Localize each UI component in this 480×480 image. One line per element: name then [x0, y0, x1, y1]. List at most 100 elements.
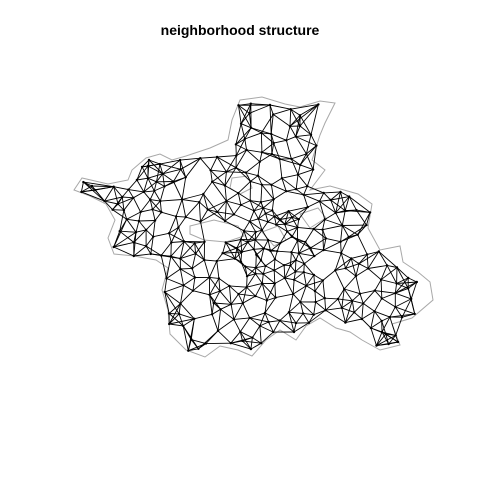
- neighbor-edge: [145, 245, 162, 256]
- neighbor-edge: [133, 241, 147, 247]
- neighbor-edge: [164, 278, 168, 293]
- neighbor-edge: [325, 307, 342, 311]
- neighbor-edge: [297, 240, 300, 254]
- region-centroid: [292, 278, 296, 281]
- neighbor-edge: [408, 277, 417, 283]
- neighbor-edge: [341, 288, 345, 308]
- region-centroid: [184, 215, 187, 219]
- neighbor-edge: [244, 132, 262, 140]
- neighbor-edge: [264, 300, 268, 313]
- neighbor-edge: [362, 303, 375, 312]
- neighbor-edge: [284, 277, 294, 295]
- neighbor-edge: [192, 277, 196, 291]
- region-centroid: [180, 198, 184, 201]
- region-centroid: [344, 321, 347, 324]
- neighbor-edge: [180, 157, 201, 170]
- neighbor-edge: [209, 276, 219, 279]
- neighbor-edge: [303, 192, 324, 196]
- neighbor-edge: [133, 253, 151, 257]
- neighbor-edge: [306, 285, 316, 292]
- region-centroid: [232, 318, 236, 321]
- region-centroid: [261, 282, 264, 285]
- neighbor-edge: [376, 341, 399, 347]
- neighbor-edge: [121, 189, 129, 198]
- region-centroid: [112, 185, 115, 188]
- neighbor-edge: [244, 127, 252, 140]
- neighbor-edge: [367, 251, 380, 269]
- neighbor-edge: [180, 285, 184, 304]
- region-centroid: [198, 200, 201, 204]
- neighbor-edge: [368, 264, 388, 269]
- neighbor-edge: [340, 225, 343, 242]
- region-centroid: [94, 188, 97, 192]
- region-centroid: [272, 198, 275, 201]
- region-centroid: [270, 152, 274, 156]
- neighbor-edge: [303, 194, 320, 202]
- neighbor-edge: [183, 277, 196, 286]
- neighbor-edge: [299, 285, 307, 303]
- region-centroid: [122, 209, 126, 212]
- region-centroid: [260, 151, 264, 154]
- neighbor-edge: [295, 174, 299, 190]
- region-centroid: [260, 131, 263, 135]
- neighbor-edge: [216, 261, 220, 279]
- neighbor-edge: [271, 184, 287, 192]
- region-centroid: [172, 180, 175, 183]
- neighbor-edge: [283, 259, 297, 266]
- region-centroid: [259, 200, 263, 204]
- neighbor-edge: [229, 285, 239, 295]
- region-centroid: [149, 198, 152, 201]
- neighbor-edge: [191, 268, 196, 278]
- neighbor-edges-layer: [80, 103, 418, 352]
- region-centroid: [365, 223, 368, 227]
- neighbor-edge: [288, 293, 294, 313]
- neighbor-edge: [288, 311, 304, 314]
- neighbor-edge: [191, 339, 207, 345]
- neighbor-edge: [203, 181, 213, 195]
- neighbor-edge: [255, 295, 267, 301]
- neighbor-edge: [293, 271, 305, 281]
- neighbor-edge: [152, 220, 156, 237]
- neighbor-edge: [240, 204, 255, 212]
- neighbor-edge: [315, 301, 326, 311]
- neighbor-edge: [295, 136, 307, 155]
- region-centroid: [321, 228, 324, 231]
- region-centroid: [273, 215, 276, 218]
- neighbor-edge: [289, 104, 319, 127]
- neighbor-edge: [305, 153, 314, 170]
- neighbor-edge: [233, 302, 244, 320]
- neighbor-edge: [269, 104, 274, 115]
- region-centroid: [353, 311, 356, 314]
- region-centroid: [134, 231, 138, 234]
- region-centroid: [283, 223, 286, 226]
- neighbor-edge: [308, 309, 326, 324]
- neighbor-edge: [166, 278, 184, 286]
- region-centroid: [307, 321, 311, 324]
- neighbor-edge: [396, 267, 409, 279]
- neighbor-edge: [245, 172, 259, 177]
- neighbor-edge: [229, 285, 247, 288]
- neighbor-edge: [254, 229, 263, 241]
- neighbor-edge: [191, 253, 197, 269]
- region-centroid: [283, 276, 286, 280]
- neighbor-edge: [117, 203, 125, 211]
- neighbor-edge: [240, 230, 245, 240]
- neighbor-edge: [178, 303, 181, 314]
- neighbor-edge: [366, 212, 371, 226]
- neighbor-edge: [358, 263, 369, 269]
- region-centroid: [223, 219, 227, 223]
- neighbor-edge: [330, 191, 341, 201]
- neighbor-edge: [359, 293, 364, 304]
- region-centroid: [258, 324, 262, 328]
- region-centroid: [309, 133, 313, 136]
- neighbor-edge: [153, 232, 170, 238]
- region-centroid: [147, 158, 151, 162]
- neighbor-edge: [119, 219, 128, 232]
- neighbor-edge: [291, 251, 299, 254]
- region-centroid: [260, 342, 263, 345]
- region-centroid: [347, 235, 350, 239]
- region-centroid: [294, 270, 297, 273]
- neighbor-edge: [81, 191, 105, 202]
- neighbor-edge: [138, 211, 142, 222]
- neighbor-edge: [183, 284, 194, 292]
